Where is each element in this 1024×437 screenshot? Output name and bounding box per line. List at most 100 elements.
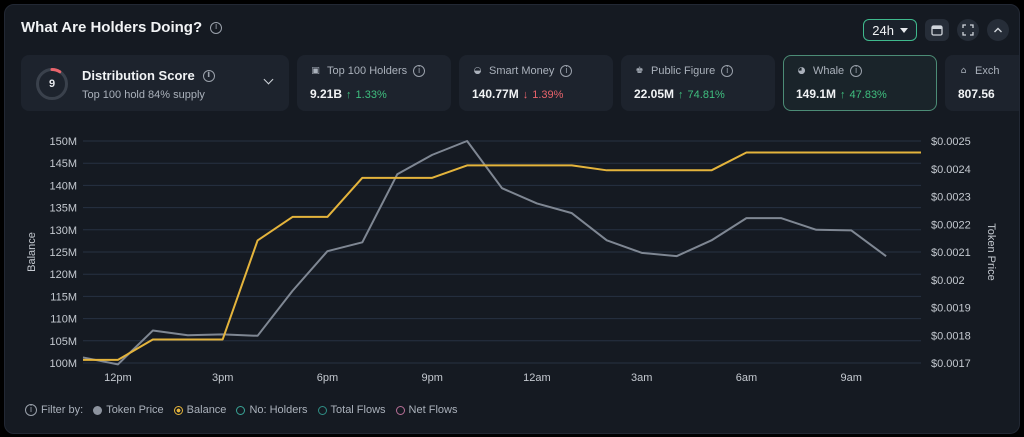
score-subtitle: Top 100 hold 84% supply	[82, 89, 205, 101]
caret-down-icon	[900, 27, 908, 33]
y-tick-label: 100M	[49, 358, 77, 370]
y-tick-label: 135M	[49, 203, 77, 215]
y2-tick-label: $0.0019	[931, 303, 971, 315]
chart-legend: i Filter by: Token Price Balance No: Hol…	[25, 404, 457, 416]
chevron-up-icon	[994, 27, 1002, 33]
y-tick-label: 120M	[49, 269, 77, 281]
card-value: 22.05M	[634, 87, 675, 101]
exchange-icon: ⌂	[960, 66, 967, 76]
balance-line	[83, 151, 921, 361]
score-title: Distribution Score	[82, 68, 195, 83]
time-range-select[interactable]: 24h	[863, 19, 917, 41]
card-change: 74.81%	[687, 89, 725, 101]
card-whale[interactable]: ◕ Whale i 149.1M ↑ 47.83%	[783, 55, 937, 111]
panel-controls: 24h	[863, 19, 1009, 41]
score-title-row: Distribution Score i	[82, 68, 215, 83]
card-value: 9.21B	[310, 87, 343, 101]
chevron-down-icon[interactable]	[263, 74, 274, 85]
info-icon[interactable]: i	[202, 69, 215, 82]
score-value: 9	[48, 78, 56, 90]
wallet-icon: ▣	[311, 66, 320, 76]
legend-prefix: Filter by:	[41, 404, 84, 416]
token-price-dot-icon	[93, 405, 103, 415]
fullscreen-button[interactable]	[957, 19, 979, 41]
info-icon[interactable]: i	[25, 404, 37, 416]
balance-dot-icon	[173, 405, 183, 415]
metric-cards: 9 Distribution Score i Top 100 hold 84% …	[21, 55, 1019, 111]
info-icon[interactable]: i	[560, 65, 573, 77]
down-arrow-icon: ↓	[522, 89, 529, 101]
card-change: 47.83%	[849, 89, 887, 101]
y-tick-label: 110M	[50, 314, 77, 326]
card-top-100-holders[interactable]: ▣ Top 100 Holders i 9.21B ↑ 1.33%	[297, 55, 451, 111]
net-flows-dot-icon	[395, 405, 405, 415]
up-arrow-icon: ↑	[346, 89, 352, 101]
card-value: 140.77M	[472, 87, 519, 101]
card-label: Whale	[813, 65, 845, 77]
page-title: What Are Holders Doing?	[21, 19, 203, 36]
public-figure-icon: ♚	[635, 66, 644, 76]
y2-tick-label: $0.0023	[931, 192, 971, 204]
card-smart-money[interactable]: ◒ Smart Money i 140.77M ↓ 1.39%	[459, 55, 613, 111]
time-range-value: 24h	[872, 22, 894, 38]
score-ring-icon	[36, 68, 68, 100]
x-tick-label: 6am	[736, 372, 757, 384]
x-tick-label: 9am	[840, 372, 861, 384]
x-tick-label: 12pm	[104, 372, 132, 384]
x-tick-label: 3am	[631, 372, 652, 384]
legend-total-flows[interactable]: Total Flows	[317, 404, 386, 416]
y-tick-label: 150M	[49, 136, 77, 148]
y-tick-label: 105M	[49, 336, 77, 348]
holders-panel: What Are Holders Doing? i 24h 9 Distribu…	[4, 4, 1020, 434]
card-exchange[interactable]: ⌂ Exch 807.56	[945, 55, 1019, 111]
info-icon[interactable]: i	[721, 65, 734, 77]
legend-label: No: Holders	[249, 404, 308, 416]
info-icon[interactable]: i	[413, 65, 426, 77]
y2-tick-label: $0.0025	[931, 136, 971, 148]
legend-token-price[interactable]: Token Price	[93, 404, 164, 416]
card-public-figure[interactable]: ♚ Public Figure i 22.05M ↑ 74.81%	[621, 55, 775, 111]
x-tick-label: 9pm	[421, 372, 442, 384]
whale-icon: ◕	[797, 66, 806, 76]
info-icon[interactable]: i	[850, 65, 863, 77]
legend-label: Token Price	[106, 404, 164, 416]
x-tick-label: 6pm	[317, 372, 338, 384]
total-flows-dot-icon	[317, 405, 327, 415]
y-tick-label: 125M	[49, 247, 77, 259]
info-icon[interactable]: i	[210, 21, 223, 34]
card-change: 1.39%	[532, 89, 564, 101]
card-label: Public Figure	[651, 65, 716, 77]
y2-tick-label: $0.0018	[931, 330, 971, 342]
token-price-line	[82, 140, 887, 366]
y-tick-label: 140M	[49, 180, 77, 192]
y-tick-label: 130M	[49, 225, 77, 237]
legend-balance[interactable]: Balance	[173, 404, 227, 416]
legend-label: Balance	[186, 404, 227, 416]
expand-icon	[962, 24, 974, 36]
y-tick-label: 115M	[50, 291, 77, 303]
legend-label: Total Flows	[330, 404, 386, 416]
y-tick-label: 145M	[49, 158, 77, 170]
legend-holders[interactable]: No: Holders	[236, 404, 308, 416]
y2-axis-label: Token Price	[985, 223, 997, 280]
holders-dot-icon	[236, 405, 246, 415]
distribution-score-card[interactable]: 9 Distribution Score i Top 100 hold 84% …	[21, 55, 289, 111]
up-arrow-icon: ↑	[840, 89, 846, 101]
y2-tick-label: $0.002	[931, 275, 965, 287]
card-value: 149.1M	[796, 87, 837, 101]
calendar-icon	[931, 25, 943, 36]
up-arrow-icon: ↑	[678, 89, 684, 101]
card-change: 1.33%	[355, 89, 387, 101]
y-axis-label: Balance	[26, 232, 38, 272]
legend-label: Net Flows	[408, 404, 458, 416]
balance-price-chart: 100M 105M 110M 115M 120M 125M 130M 135M 140M 145M…	[26, 136, 997, 384]
y2-tick-label: $0.0024	[931, 164, 971, 176]
card-label: Smart Money	[489, 65, 555, 77]
collapse-button[interactable]	[987, 19, 1009, 41]
calendar-button[interactable]	[925, 19, 949, 41]
x-tick-label: 12am	[523, 372, 551, 384]
y2-tick-label: $0.0022	[931, 219, 971, 231]
card-label: Top 100 Holders	[327, 65, 408, 77]
smart-money-icon: ◒	[473, 66, 482, 76]
legend-net-flows[interactable]: Net Flows	[395, 404, 458, 416]
